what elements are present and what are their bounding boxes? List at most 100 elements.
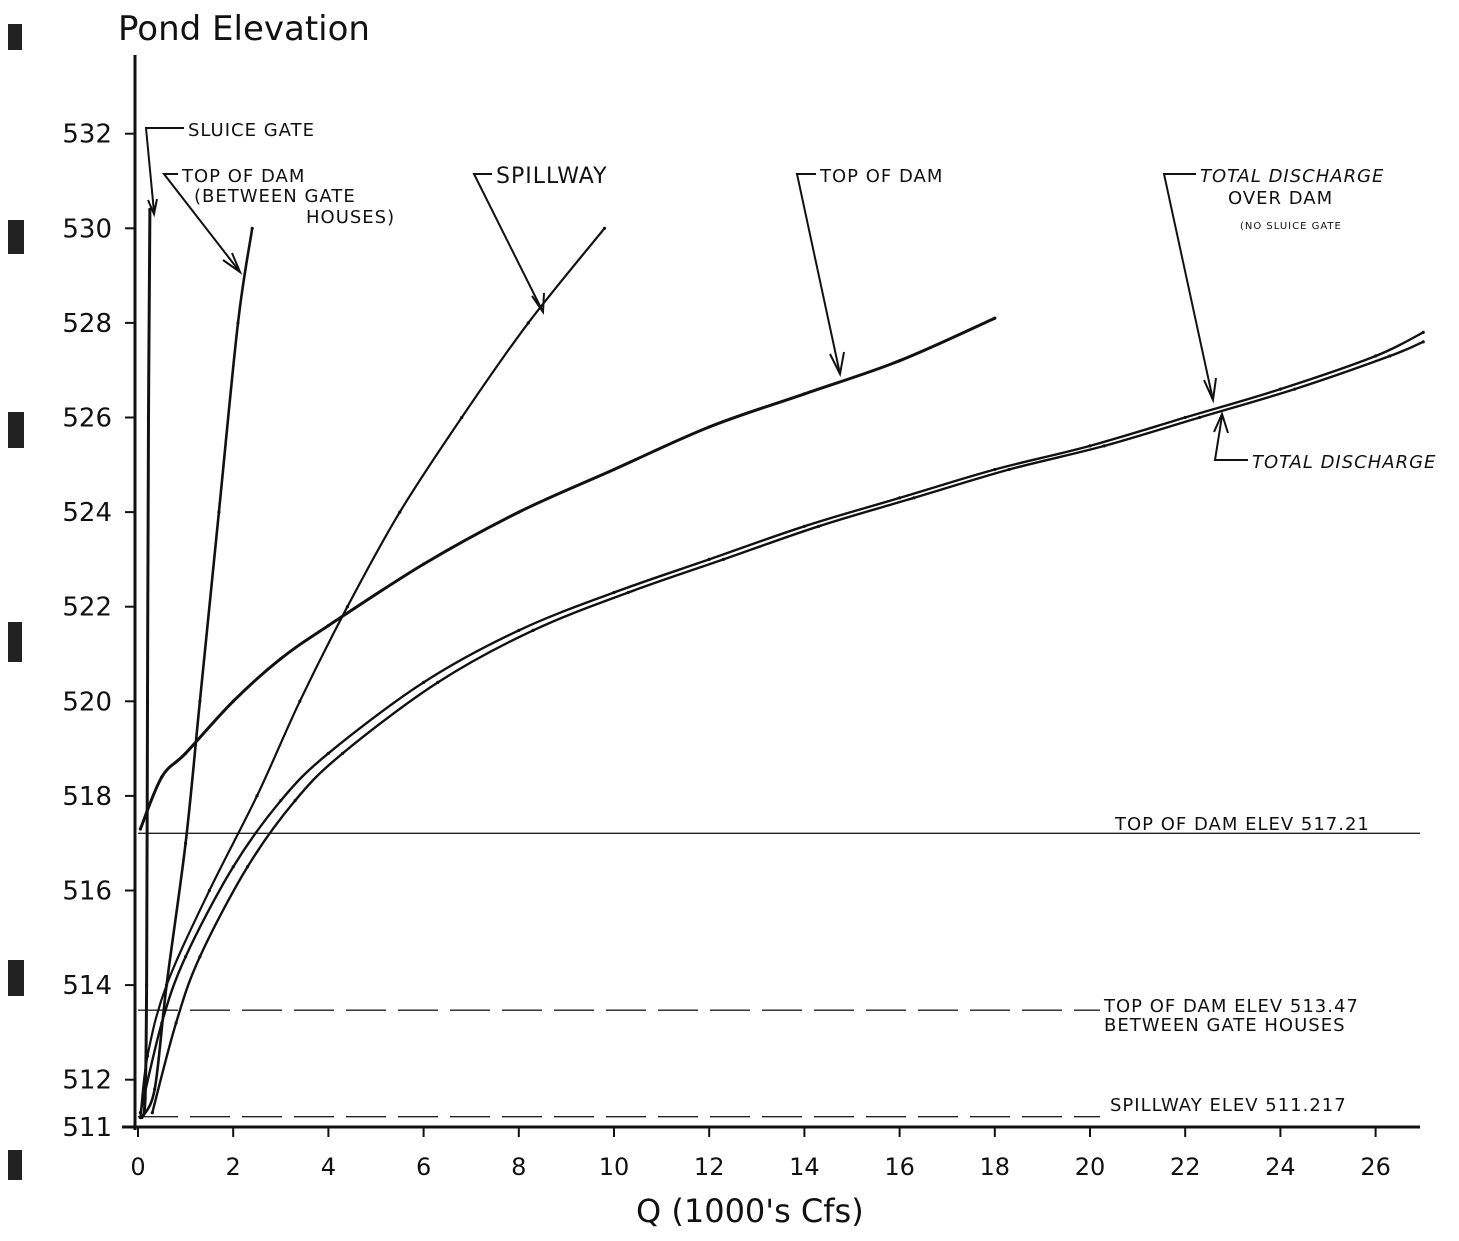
y-tick-label: 512 — [62, 1066, 112, 1096]
series-group — [138, 207, 1425, 1120]
annotation-sluice-gate: SLUICE GATE — [144, 120, 315, 218]
data-point — [138, 827, 142, 831]
top-of-dam-gate-label-1: TOP OF DAM — [181, 166, 305, 187]
data-point — [1088, 444, 1092, 448]
reference-lines — [138, 832, 1420, 1118]
data-point — [898, 359, 902, 363]
data-point — [341, 751, 345, 755]
total-over-dam-label-1: TOTAL DISCHARGE — [1200, 166, 1384, 187]
data-point — [398, 510, 402, 514]
chart-title: Pond Elevation — [118, 9, 370, 49]
y-tick-label: 522 — [62, 593, 112, 623]
data-point — [802, 524, 807, 528]
data-point — [1007, 467, 1011, 472]
data-point — [707, 557, 711, 562]
axis-ticks: 0 2 4 6 8 10 12 14 16 18 20 22 24 2651151251451651852… — [62, 120, 1391, 1181]
data-point — [198, 699, 202, 703]
sluice-gate-leader — [144, 127, 184, 213]
data-point — [184, 841, 188, 845]
data-point — [526, 321, 530, 325]
total-discharge-arrowhead — [1213, 411, 1229, 434]
x-tick-label: 22 — [1170, 1153, 1201, 1181]
data-point — [326, 751, 330, 755]
sluice-gate-label: SLUICE GATE — [188, 120, 315, 141]
data-point — [153, 1087, 157, 1091]
spillway-label: SPILLWAY — [496, 164, 608, 189]
data-point — [1388, 354, 1392, 358]
series-line-3 — [138, 316, 997, 831]
x-tick-label: 18 — [980, 1153, 1011, 1181]
data-point — [1421, 340, 1425, 344]
top-of-dam-arrowhead — [829, 351, 845, 378]
data-point — [245, 865, 250, 869]
data-point — [174, 1021, 178, 1025]
data-point — [345, 605, 350, 609]
total-discharge-leader — [1213, 415, 1248, 461]
x-tick-label: 20 — [1075, 1153, 1106, 1181]
ref-label-gate-houses-line2: BETWEEN GATE HOUSES — [1104, 1015, 1346, 1036]
data-point — [207, 888, 211, 893]
data-point — [1293, 387, 1297, 391]
data-point — [612, 590, 616, 595]
y-tick-label: 516 — [62, 877, 112, 907]
data-point — [422, 562, 426, 566]
data-point — [217, 510, 221, 514]
data-point — [298, 699, 302, 703]
total-over-dam-label-2: OVER DAM — [1228, 188, 1333, 209]
total-over-dam-leader — [1162, 173, 1214, 401]
spillway-leader — [472, 173, 544, 313]
annotation-top-of-dam-gate: TOP OF DAM (BETWEEN GATE HOUSES) — [161, 166, 395, 275]
data-point — [517, 628, 521, 632]
data-point — [198, 955, 202, 959]
data-point — [912, 496, 916, 500]
data-point — [255, 794, 259, 798]
data-point — [160, 775, 164, 779]
top-of-dam-gate-label-3: HOUSES) — [306, 207, 395, 228]
data-point — [138, 1111, 142, 1115]
x-tick-label: 0 — [130, 1153, 145, 1181]
data-point — [250, 226, 254, 230]
data-point — [1278, 387, 1282, 391]
data-point — [721, 557, 726, 562]
data-point — [145, 1054, 150, 1058]
data-point — [898, 496, 902, 500]
y-tick-label: 528 — [62, 309, 112, 339]
data-point — [460, 415, 464, 420]
scan-mark — [8, 622, 22, 662]
top-of-dam-gate-arrowhead — [222, 252, 243, 275]
total-over-dam-label-3: (NO SLUICE GATE — [1240, 221, 1342, 232]
data-point — [279, 799, 283, 803]
data-point — [146, 415, 151, 420]
top-of-dam-gate-leader — [161, 173, 241, 273]
y-tick-label: 520 — [62, 687, 112, 717]
data-point — [279, 657, 283, 661]
data-point — [602, 226, 607, 230]
total-discharge-label: TOTAL DISCHARGE — [1252, 452, 1436, 473]
data-point — [626, 590, 630, 595]
scan-mark — [8, 220, 24, 254]
x-tick-label: 6 — [416, 1153, 431, 1181]
data-point — [164, 983, 169, 987]
top-of-dam-gate-label-2: (BETWEEN GATE — [194, 186, 356, 207]
x-tick-label: 12 — [694, 1153, 725, 1181]
data-point — [517, 510, 521, 514]
y-tick-label: 532 — [62, 120, 112, 150]
data-point — [326, 624, 330, 628]
y-tick-label: 511 — [62, 1113, 112, 1143]
annotation-spillway: SPILLWAY — [472, 164, 608, 315]
data-point — [144, 983, 149, 987]
x-tick-label: 4 — [321, 1153, 336, 1181]
total-over-dam-arrowhead — [1203, 377, 1217, 404]
spillway-arrowhead — [531, 292, 545, 315]
data-point — [817, 524, 821, 528]
data-point — [160, 1021, 164, 1025]
data-point — [1374, 354, 1378, 358]
x-tick-label: 24 — [1265, 1153, 1296, 1181]
y-tick-label: 514 — [62, 971, 112, 1001]
data-point — [612, 467, 616, 472]
series-line-1 — [140, 227, 254, 1119]
data-point — [1102, 444, 1106, 448]
annotation-total-discharge: TOTAL DISCHARGE — [1213, 411, 1436, 473]
x-tick-label: 2 — [226, 1153, 241, 1181]
ref-label-top-of-dam: TOP OF DAM ELEV 517.21 — [1114, 814, 1370, 835]
